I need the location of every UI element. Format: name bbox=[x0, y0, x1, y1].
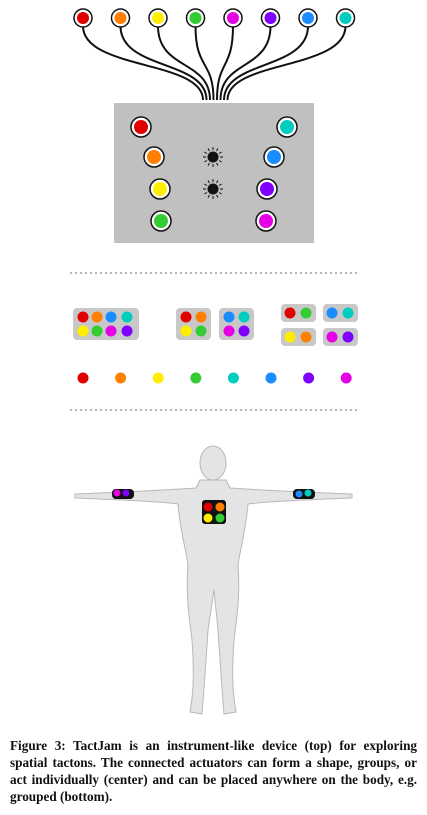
actuator bbox=[259, 214, 273, 228]
actuator bbox=[342, 331, 354, 343]
actuator bbox=[265, 372, 277, 384]
actuator bbox=[238, 311, 250, 323]
actuator bbox=[114, 12, 127, 24]
knob-tick bbox=[207, 180, 210, 184]
knob-tick bbox=[204, 183, 208, 186]
knob-tick bbox=[216, 180, 219, 184]
knob-tick bbox=[207, 148, 210, 152]
actuator bbox=[115, 372, 127, 384]
knob bbox=[207, 183, 219, 195]
actuator bbox=[284, 307, 296, 319]
actuator bbox=[121, 311, 133, 323]
wire bbox=[226, 25, 347, 101]
group-box bbox=[176, 308, 211, 340]
actuator bbox=[203, 513, 213, 523]
actuator bbox=[152, 372, 164, 384]
actuator bbox=[284, 331, 296, 343]
actuator bbox=[189, 12, 202, 24]
actuator bbox=[77, 311, 89, 323]
actuator bbox=[113, 489, 121, 497]
actuator bbox=[134, 120, 148, 134]
actuator bbox=[300, 307, 312, 319]
knob-tick bbox=[216, 194, 219, 198]
actuator bbox=[105, 311, 117, 323]
group-box bbox=[219, 308, 254, 340]
actuator bbox=[304, 489, 312, 497]
knob-tick bbox=[207, 194, 210, 198]
actuator bbox=[342, 307, 354, 319]
actuator bbox=[227, 12, 239, 24]
knob bbox=[207, 151, 219, 163]
actuator bbox=[153, 182, 167, 196]
actuator bbox=[227, 372, 239, 384]
actuator bbox=[195, 311, 207, 323]
wire bbox=[119, 25, 208, 101]
wire bbox=[216, 25, 234, 101]
actuator bbox=[280, 120, 294, 134]
actuator bbox=[260, 182, 274, 196]
actuator bbox=[195, 325, 207, 337]
knob-tick bbox=[218, 192, 222, 195]
actuator bbox=[215, 502, 225, 512]
knob-tick bbox=[204, 151, 208, 154]
actuator bbox=[91, 311, 103, 323]
knob-tick bbox=[204, 192, 208, 195]
knob-tick bbox=[218, 151, 222, 154]
body-figure bbox=[74, 445, 353, 715]
figure-illustration bbox=[70, 8, 358, 715]
actuator bbox=[238, 325, 250, 337]
actuator bbox=[121, 325, 133, 337]
actuator bbox=[152, 12, 164, 24]
wire bbox=[157, 25, 211, 101]
knob-tick bbox=[218, 183, 222, 186]
wire bbox=[82, 25, 204, 101]
knob-tick bbox=[216, 148, 219, 152]
actuator bbox=[326, 307, 338, 319]
actuator bbox=[77, 372, 89, 384]
actuator bbox=[122, 489, 130, 497]
actuator bbox=[303, 372, 315, 384]
wire bbox=[223, 25, 309, 101]
actuator bbox=[105, 325, 117, 337]
actuator bbox=[267, 150, 281, 164]
actuator bbox=[215, 513, 225, 523]
actuator bbox=[180, 311, 192, 323]
actuator bbox=[91, 325, 103, 337]
knob-tick bbox=[207, 162, 210, 166]
knob-tick bbox=[218, 160, 222, 163]
wire bbox=[194, 25, 215, 101]
actuator bbox=[326, 331, 338, 343]
actuator bbox=[180, 325, 192, 337]
actuator bbox=[190, 372, 202, 384]
knob-tick bbox=[204, 160, 208, 163]
actuator bbox=[302, 12, 314, 24]
actuator bbox=[77, 12, 89, 24]
body bbox=[74, 479, 353, 715]
figure-caption: Figure 3: TactJam is an instrument-like … bbox=[10, 738, 417, 804]
wire bbox=[219, 25, 272, 101]
head bbox=[199, 445, 227, 481]
actuator bbox=[203, 502, 213, 512]
actuator bbox=[154, 214, 168, 228]
actuator bbox=[77, 325, 89, 337]
knob-tick bbox=[216, 162, 219, 166]
actuator bbox=[295, 490, 303, 498]
actuator bbox=[300, 331, 312, 343]
actuator bbox=[264, 12, 277, 24]
actuator bbox=[223, 311, 235, 323]
actuator bbox=[147, 150, 161, 164]
actuator bbox=[339, 12, 352, 24]
actuator bbox=[340, 372, 352, 384]
actuator bbox=[223, 325, 235, 337]
